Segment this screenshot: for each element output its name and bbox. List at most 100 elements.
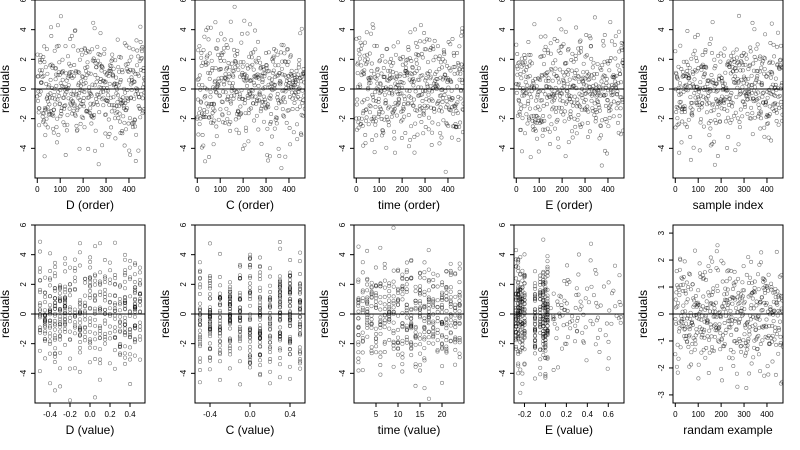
data-point [228,299,233,304]
data-point [298,300,302,305]
data-point [142,90,145,95]
data-point [543,281,548,286]
data-point [599,133,604,138]
data-point [198,344,202,349]
data-point [140,96,145,101]
data-point [774,119,779,123]
y-tick-label: -2 [19,340,28,348]
data-point [62,104,67,108]
data-point [38,330,42,335]
data-point [87,275,92,280]
data-point [271,68,276,73]
data-point [440,322,444,326]
data-point [730,356,735,361]
data-point [197,337,202,342]
data-point [378,58,383,63]
y-tick-label: 4 [498,252,507,257]
data-point [56,43,61,48]
data-point [138,265,142,270]
data-point [432,38,437,43]
data-point [526,115,531,120]
data-point [542,48,547,53]
data-point [382,312,387,317]
data-point [264,63,269,68]
x-tick-label: 200 [76,185,90,194]
data-point [400,272,405,277]
data-point [58,114,63,119]
data-point [533,338,537,342]
data-point [81,116,86,120]
y-tick-label: 2 [179,282,188,287]
data-point [132,96,137,101]
data-point [265,102,270,107]
data-point [694,69,699,74]
data-point [708,126,713,131]
data-point [71,88,76,93]
data-point [53,66,58,71]
data-point [78,350,82,355]
y-tick-label: -4 [19,144,28,152]
data-point [287,303,292,308]
data-point [725,269,730,274]
data-point [445,79,450,84]
data-point [435,84,440,89]
y-tick-label: 4 [498,27,507,32]
data-point [412,134,417,139]
data-point [722,292,727,297]
data-point [133,261,138,266]
data-point [514,276,519,281]
x-tick-label: 0.2 [561,410,573,419]
data-point [84,69,89,74]
data-point [444,99,449,104]
y-tick-label: -4 [338,369,347,377]
data-point [418,39,422,44]
data-point [90,47,95,52]
data-point [737,120,742,124]
data-point [208,334,213,339]
data-point [378,372,383,377]
data-point [103,274,107,279]
data-point [435,273,440,278]
data-point [48,294,52,299]
data-point [522,361,527,366]
data-point [354,36,359,41]
y-tick-label: -2 [179,115,188,123]
data-point [68,315,72,320]
data-point [356,324,361,329]
data-point [388,76,393,81]
data-point [557,17,562,22]
data-point [706,319,711,324]
data-point [578,122,582,127]
data-point [757,56,762,61]
data-point [426,319,431,324]
data-point [278,279,282,284]
data-point [443,169,448,174]
data-point [760,308,765,312]
data-point [440,334,444,339]
data-point [138,68,143,72]
data-point [391,44,396,49]
data-point [228,352,233,357]
data-point [598,123,603,128]
data-point [575,315,580,320]
data-point [228,280,232,285]
data-point [567,279,572,284]
data-point [282,51,287,56]
data-point [107,293,112,298]
data-point [378,331,383,336]
data-point [461,107,464,112]
data-point [413,40,418,45]
x-tick-label: 100 [533,185,547,194]
data-point [712,334,717,339]
data-point [121,95,125,100]
data-point [448,318,453,323]
data-point [216,83,221,88]
data-point [101,95,106,100]
data-point [614,106,619,111]
data-point [208,274,212,278]
data-point [574,329,579,334]
data-point [291,130,296,135]
data-point [196,48,201,53]
data-point [541,321,546,326]
